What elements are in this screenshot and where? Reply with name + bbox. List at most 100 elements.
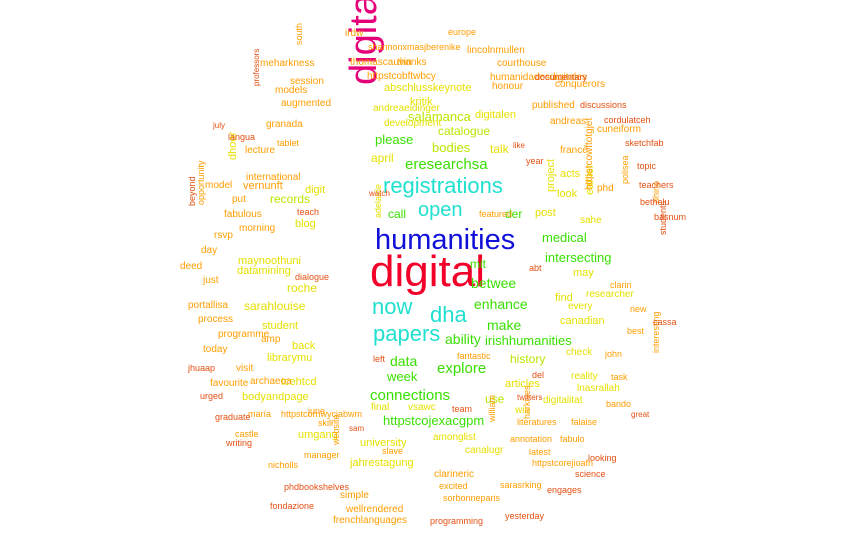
word-digitalen: digitalen bbox=[475, 109, 516, 121]
word-teach: teach bbox=[297, 207, 320, 217]
word-topic: topic bbox=[637, 161, 657, 171]
word-beyond: beyond bbox=[187, 176, 197, 206]
word-fondazione: fondazione bbox=[270, 501, 315, 511]
word-castle: castle bbox=[235, 429, 259, 439]
word-call: call bbox=[388, 207, 407, 221]
word-rsvp: rsvp bbox=[214, 230, 233, 241]
word-students: students bbox=[658, 200, 668, 235]
word-dialogue: dialogue bbox=[295, 272, 330, 282]
word-cassa: cassa bbox=[653, 317, 677, 327]
word-irdw: irdw bbox=[345, 28, 364, 39]
word-looking: looking bbox=[588, 453, 617, 463]
word-visit: visit bbox=[236, 363, 254, 374]
word-bodies: bodies bbox=[432, 140, 471, 155]
word-phdbookshelves: phdbookshelves bbox=[284, 482, 350, 492]
word-digitalitat: digitalitat bbox=[543, 395, 583, 406]
word-jahrestagung: jahrestagung bbox=[350, 457, 414, 469]
word-france: france bbox=[560, 145, 588, 156]
word-graduate: graduate bbox=[215, 412, 251, 422]
word-models: models bbox=[275, 85, 308, 96]
word-thanks: thanks bbox=[397, 57, 427, 68]
word-sarahlouise: sarahlouise bbox=[244, 299, 306, 313]
word-like: like bbox=[513, 141, 526, 150]
word-andreas: andreas bbox=[550, 116, 587, 127]
word-granada: granada bbox=[266, 119, 303, 130]
word-europe: europe bbox=[448, 27, 477, 37]
word-acts: acts bbox=[560, 168, 581, 180]
word-programme: programme bbox=[218, 329, 270, 340]
word-find: find bbox=[555, 292, 573, 304]
word-portallisa: portallisa bbox=[188, 300, 229, 311]
word-irishhumanities: irishhumanities bbox=[485, 333, 572, 348]
word-website: website bbox=[331, 414, 341, 445]
word-vernunft: vernunft bbox=[243, 180, 283, 192]
word-june: june bbox=[308, 406, 326, 416]
word-make: make bbox=[487, 317, 522, 333]
word-bodyandpage: bodyandpage bbox=[242, 391, 309, 403]
word-favourite: favourite bbox=[210, 378, 249, 389]
word-umgang: umgang bbox=[298, 429, 338, 441]
word-yesterday: yesterday bbox=[505, 511, 545, 521]
word-international: international bbox=[246, 172, 301, 183]
word-der: der bbox=[505, 207, 523, 221]
word-back: back bbox=[292, 340, 316, 352]
word-polisea: polisea bbox=[620, 155, 630, 184]
word-catalogue: catalogue bbox=[438, 124, 491, 138]
word-langua: langua bbox=[228, 132, 256, 142]
word-left: left bbox=[373, 354, 386, 364]
word-every: every bbox=[568, 301, 593, 312]
word-professors: professors bbox=[252, 48, 261, 86]
word-annotation: annotation bbox=[510, 434, 553, 444]
word-clarin: clarin bbox=[610, 280, 632, 290]
word-simple: simple bbox=[340, 490, 369, 501]
word-year: year bbox=[526, 156, 544, 166]
word-slave: slave bbox=[382, 446, 404, 456]
word-tcehtcd: tcehtcd bbox=[281, 376, 317, 388]
word-abschlusskeynote: abschlusskeynote bbox=[384, 82, 472, 94]
word-falaise: falaise bbox=[571, 417, 598, 427]
word-teachers: teachers bbox=[639, 180, 674, 190]
word-data: data bbox=[390, 353, 418, 369]
word-open: open bbox=[418, 199, 463, 221]
word-amp: amp bbox=[261, 334, 281, 345]
word-put: put bbox=[232, 194, 246, 205]
word-july: july bbox=[213, 121, 226, 130]
word-salamanca: salamanca bbox=[408, 109, 471, 124]
word-development: development bbox=[384, 118, 442, 129]
word-published: published bbox=[532, 100, 575, 111]
word-dha: dha bbox=[430, 302, 467, 327]
word-engages: engages bbox=[547, 485, 582, 495]
word-april: april bbox=[371, 151, 394, 165]
word-betwee: betwee bbox=[471, 275, 517, 291]
word-meharkness: meharkness bbox=[260, 58, 315, 69]
word-conquerors: conquerors bbox=[555, 79, 606, 90]
word-thomascauvin: thomascauvin bbox=[350, 57, 412, 68]
word-phd: phd bbox=[597, 183, 614, 194]
word-amonglist: amonglist bbox=[433, 432, 476, 443]
word-week: week bbox=[387, 369, 418, 384]
word-wie: wie bbox=[515, 405, 531, 416]
word-archaeoa: archaeoa bbox=[250, 376, 292, 387]
word-john: john bbox=[605, 349, 623, 359]
word-jhuaap: jhuaap bbox=[188, 363, 216, 373]
word-httpstcorejioafn: httpstcorejioafn bbox=[532, 458, 594, 468]
word-datamining: datamining bbox=[237, 265, 291, 277]
word-augmented: augmented bbox=[281, 98, 332, 109]
word-twitters: twitters bbox=[517, 393, 543, 402]
word-explore: explore bbox=[437, 360, 487, 377]
word-articles: articles bbox=[505, 378, 540, 390]
word-bethelu: bethelu bbox=[640, 197, 670, 207]
word-mar-a: maría bbox=[248, 409, 272, 419]
word-ability: ability bbox=[445, 331, 481, 347]
word-medical: medical bbox=[542, 230, 587, 245]
word-task: task bbox=[611, 372, 628, 382]
word-manager: manager bbox=[304, 450, 340, 460]
word-andreaeidinger: andreaeidinger bbox=[373, 103, 440, 114]
word-university: university bbox=[360, 437, 407, 449]
word-basnum: basnum bbox=[654, 212, 687, 222]
word-digital: digital bbox=[370, 247, 485, 296]
word-registrations: registrations bbox=[383, 173, 503, 198]
word-morning: morning bbox=[239, 223, 276, 234]
word-may: may bbox=[573, 267, 594, 279]
word-sarasrking: sarasrking bbox=[500, 480, 542, 490]
